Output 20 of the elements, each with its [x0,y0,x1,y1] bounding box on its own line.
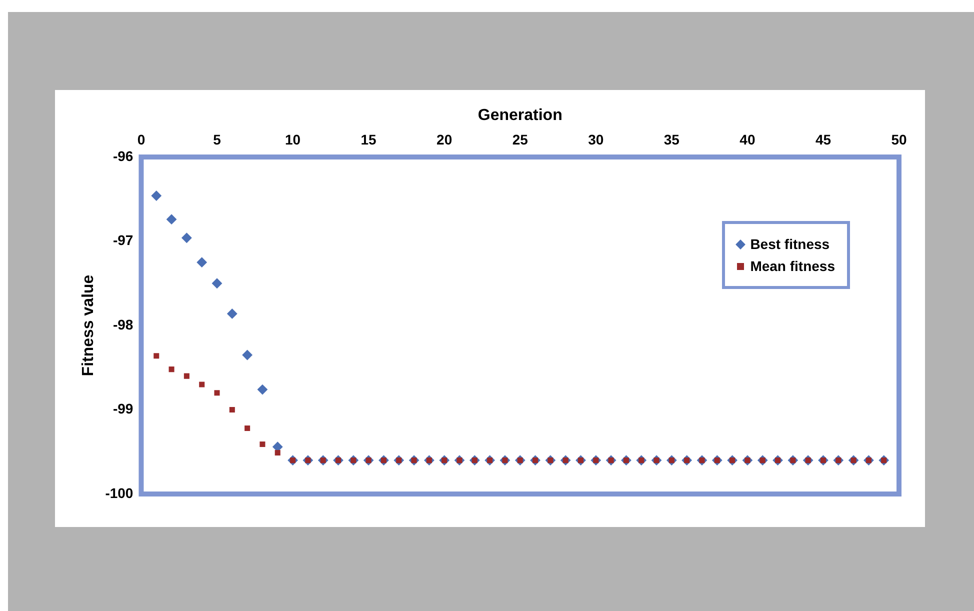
x-tick-label: 10 [284,131,301,148]
y-tick-label: -97 [112,232,134,248]
x-tick-label: 5 [213,131,222,148]
x-tick-label: 20 [436,131,452,148]
x-tick-label: 50 [891,131,907,148]
x-tick-label: 15 [360,131,377,148]
x-tick-label: 40 [740,131,756,148]
x-tick-label: 25 [512,131,528,148]
y-tick-label: -100 [105,484,134,501]
y-axis-title: Fitness value [80,274,98,376]
y-tick-label: -98 [112,316,134,332]
x-tick-label: 0 [137,131,146,148]
legend-label: Mean fitness [750,258,835,274]
x-tick-label: 45 [815,131,832,148]
x-tick-label: 30 [588,131,604,148]
y-tick-label: -99 [112,400,134,417]
legend-label: Best fitness [750,236,830,252]
x-axis-title: Generation [478,107,562,124]
x-tick-label: 35 [664,131,680,148]
y-tick-label: -96 [112,148,134,164]
